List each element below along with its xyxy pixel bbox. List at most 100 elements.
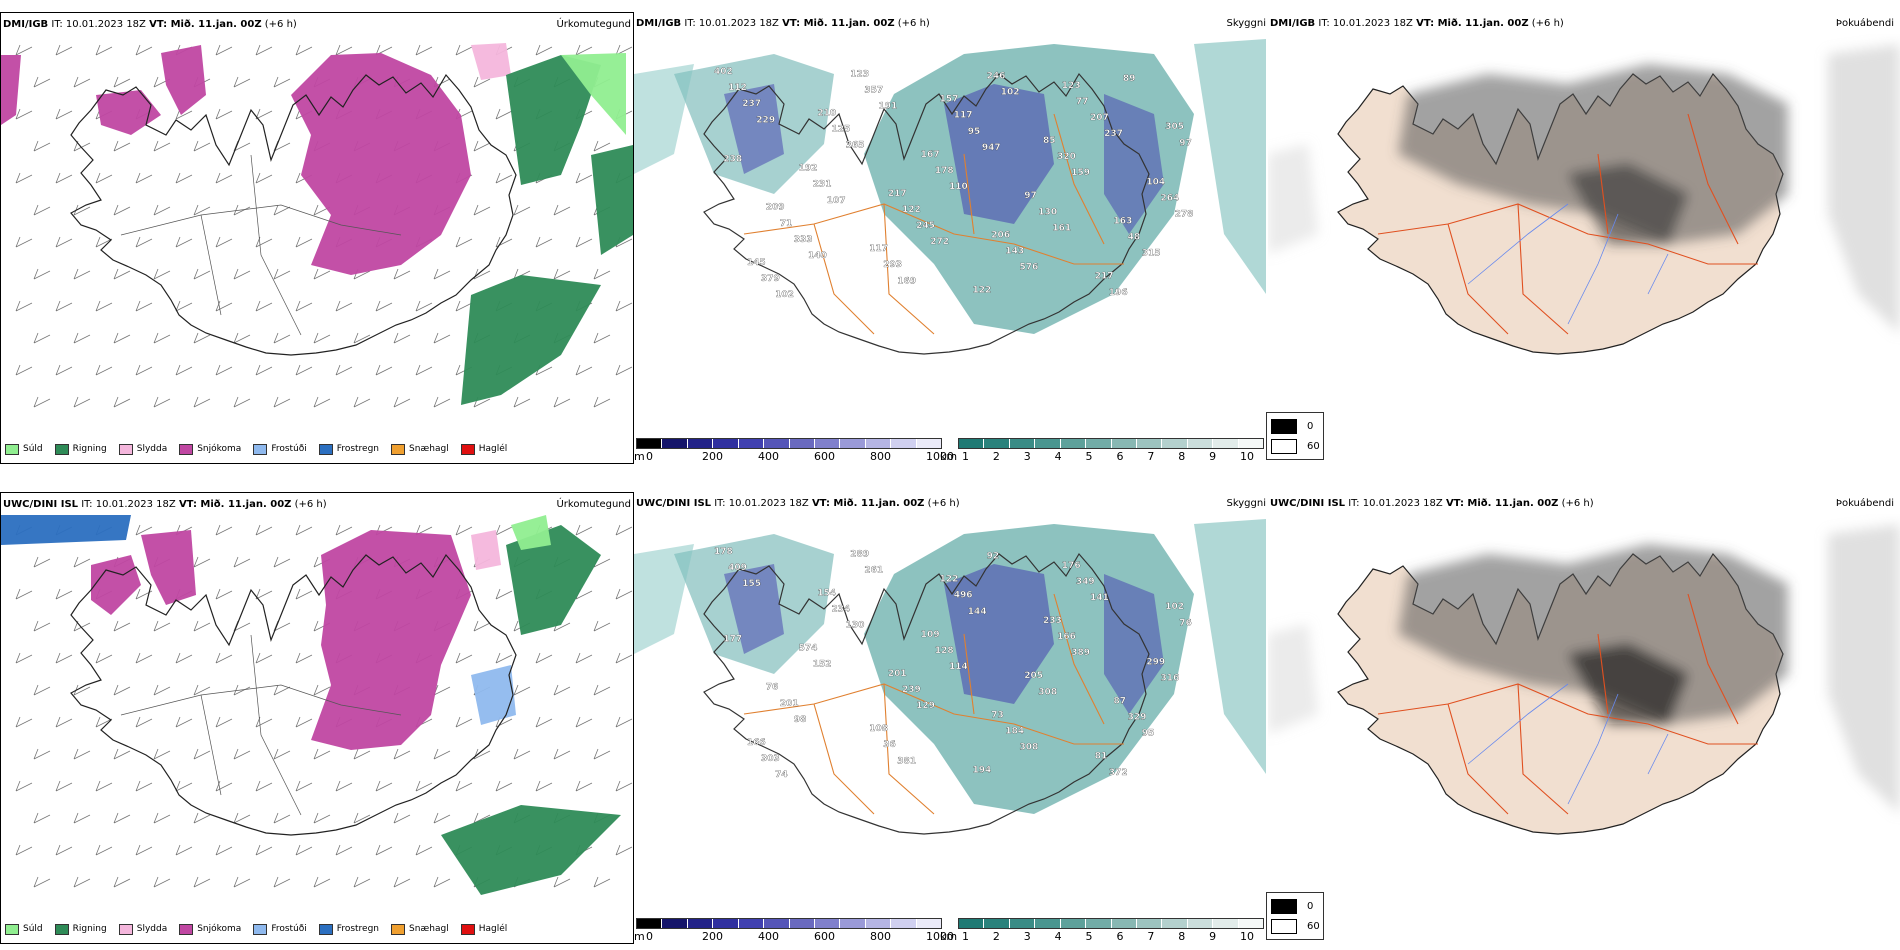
fog-swatch-dark xyxy=(1271,899,1297,914)
precip-map xyxy=(1,43,633,408)
visibility-label: 207 xyxy=(1090,113,1109,123)
visibility-label: 125 xyxy=(832,125,851,135)
visibility-label: 205 xyxy=(1024,671,1043,681)
visibility-label: 278 xyxy=(1175,210,1194,220)
map-base xyxy=(703,552,1150,835)
visibility-label: 316 xyxy=(1161,674,1180,684)
visibility-tick-km: 8 xyxy=(1178,930,1186,943)
visibility-panel-dmi: DMI/IGB IT: 10.01.2023 18Z VT: Mið. 11.j… xyxy=(634,12,1268,464)
precip-legend-item: Slydda xyxy=(118,923,167,935)
visibility-label: 357 xyxy=(864,85,883,95)
visibility-label: 77 xyxy=(1076,97,1089,107)
fog-panel-uwc: UWC/DINI ISL IT: 10.01.2023 18Z VT: Mið.… xyxy=(1268,492,1900,944)
precip-legend-item: Frostregn xyxy=(318,923,380,935)
visibility-colorbar-km xyxy=(958,438,1264,449)
visibility-label: 201 xyxy=(888,669,907,679)
visibility-label: 74 xyxy=(775,770,788,780)
visibility-label: 305 xyxy=(1165,122,1184,132)
visibility-label: 107 xyxy=(827,196,846,206)
visibility-tick-m: 200 xyxy=(702,930,723,943)
precip-legend-item: Súld xyxy=(5,923,43,935)
panel-header: DMI/IGB IT: 10.01.2023 18Z VT: Mið. 11.j… xyxy=(636,16,1266,32)
precip-legend-item: Snæhagl xyxy=(391,923,449,935)
visibility-label: 85 xyxy=(1043,136,1056,146)
visibility-label: 177 xyxy=(723,634,742,644)
visibility-label: 320 xyxy=(1057,152,1076,162)
visibility-label: 194 xyxy=(973,766,992,776)
visibility-tick-m: 800 xyxy=(870,450,891,463)
visibility-field xyxy=(634,519,1266,814)
visibility-label: 81 xyxy=(1095,752,1108,762)
map-base xyxy=(70,553,517,836)
visibility-field xyxy=(634,39,1266,334)
precip-legend-swatch xyxy=(391,443,406,455)
visibility-label: 308 xyxy=(1020,743,1039,753)
visibility-tick-km: 9 xyxy=(1209,930,1217,943)
visibility-label: 246 xyxy=(987,72,1006,82)
fog-panel-dmi: DMI/IGB IT: 10.01.2023 18Z VT: Mið. 11.j… xyxy=(1268,12,1900,464)
visibility-label: 95 xyxy=(1142,729,1155,739)
panel-header: DMI/IGB IT: 10.01.2023 18Z VT: Mið. 11.j… xyxy=(3,17,631,33)
visibility-label: 231 xyxy=(813,180,832,190)
valid-time: VT: Mið. 11.jan. 00Z xyxy=(811,498,925,509)
precip-legend-swatch xyxy=(118,443,133,455)
visibility-label: 71 xyxy=(780,219,793,229)
visibility-colorbar-km xyxy=(958,918,1264,929)
visibility-label: 206 xyxy=(991,230,1010,240)
rivers xyxy=(1467,683,1669,805)
precip-legend-swatch xyxy=(179,923,194,935)
precip-legend-label: Snjókoma xyxy=(197,444,242,454)
fog-field xyxy=(1268,44,1900,334)
fog-map xyxy=(1268,44,1900,355)
visibility-label: 108 xyxy=(869,724,888,734)
visibility-label: 308 xyxy=(1038,687,1057,697)
visibility-tick-km: 2 xyxy=(992,450,1000,463)
visibility-label: 36 xyxy=(883,740,896,750)
valid-time: VT: Mið. 11.jan. 00Z xyxy=(149,19,262,30)
visibility-label: 102 xyxy=(1165,602,1184,612)
visibility-tick-m: 400 xyxy=(758,930,779,943)
precip-legend-label: Frostregn xyxy=(336,924,380,934)
precip-legend-swatch xyxy=(5,443,19,455)
visibility-label: 217 xyxy=(888,189,907,199)
visibility-label: 122 xyxy=(940,575,959,585)
visibility-label: 102 xyxy=(1001,88,1020,98)
precip-legend-swatch xyxy=(54,443,69,455)
visibility-label: 112 xyxy=(728,83,747,93)
visibility-label: 229 xyxy=(756,115,775,125)
visibility-label: 152 xyxy=(813,660,832,670)
visibility-label: 155 xyxy=(742,579,761,589)
visibility-tick-km: 9 xyxy=(1209,450,1217,463)
visibility-label: 140 xyxy=(808,251,827,261)
visibility-tick-km: 1 xyxy=(962,930,969,943)
visibility-label: 184 xyxy=(1005,726,1024,736)
init-time: IT: 10.01.2023 18Z xyxy=(51,19,146,30)
precip-legend-label: Haglél xyxy=(478,924,508,934)
fog-map xyxy=(1268,524,1900,835)
visibility-label: 372 xyxy=(1109,768,1128,778)
visibility-label: 299 xyxy=(1146,657,1165,667)
visibility-label: 238 xyxy=(723,154,742,164)
precip-legend-swatch xyxy=(460,923,475,935)
init-time: IT: 10.01.2023 18Z xyxy=(1348,498,1443,509)
fog-field xyxy=(1268,524,1900,814)
visibility-label: 210 xyxy=(817,108,836,118)
precip-legend-label: Frostúði xyxy=(271,444,307,454)
visibility-label: 97 xyxy=(1024,191,1037,201)
fog-swatch-light xyxy=(1271,919,1297,934)
visibility-label: 379 xyxy=(761,274,780,284)
valid-time: VT: Mið. 11.jan. 00Z xyxy=(1445,498,1559,509)
lead-time: (+6 h) xyxy=(927,498,960,509)
init-time: IT: 10.01.2023 18Z xyxy=(714,498,809,509)
precip-legend-swatch xyxy=(253,443,268,455)
visibility-tick-m: 600 xyxy=(814,930,835,943)
visibility-label: 117 xyxy=(869,244,888,254)
visibility-label: 122 xyxy=(973,286,992,296)
visibility-label: 110 xyxy=(949,182,968,192)
visibility-tick-km: 10 xyxy=(1240,450,1254,463)
visibility-tick-km: 7 xyxy=(1147,930,1155,943)
visibility-label: 117 xyxy=(954,111,973,121)
visibility-unit-m: m xyxy=(634,930,645,943)
roads xyxy=(1377,113,1758,335)
visibility-label: 123 xyxy=(850,69,869,79)
